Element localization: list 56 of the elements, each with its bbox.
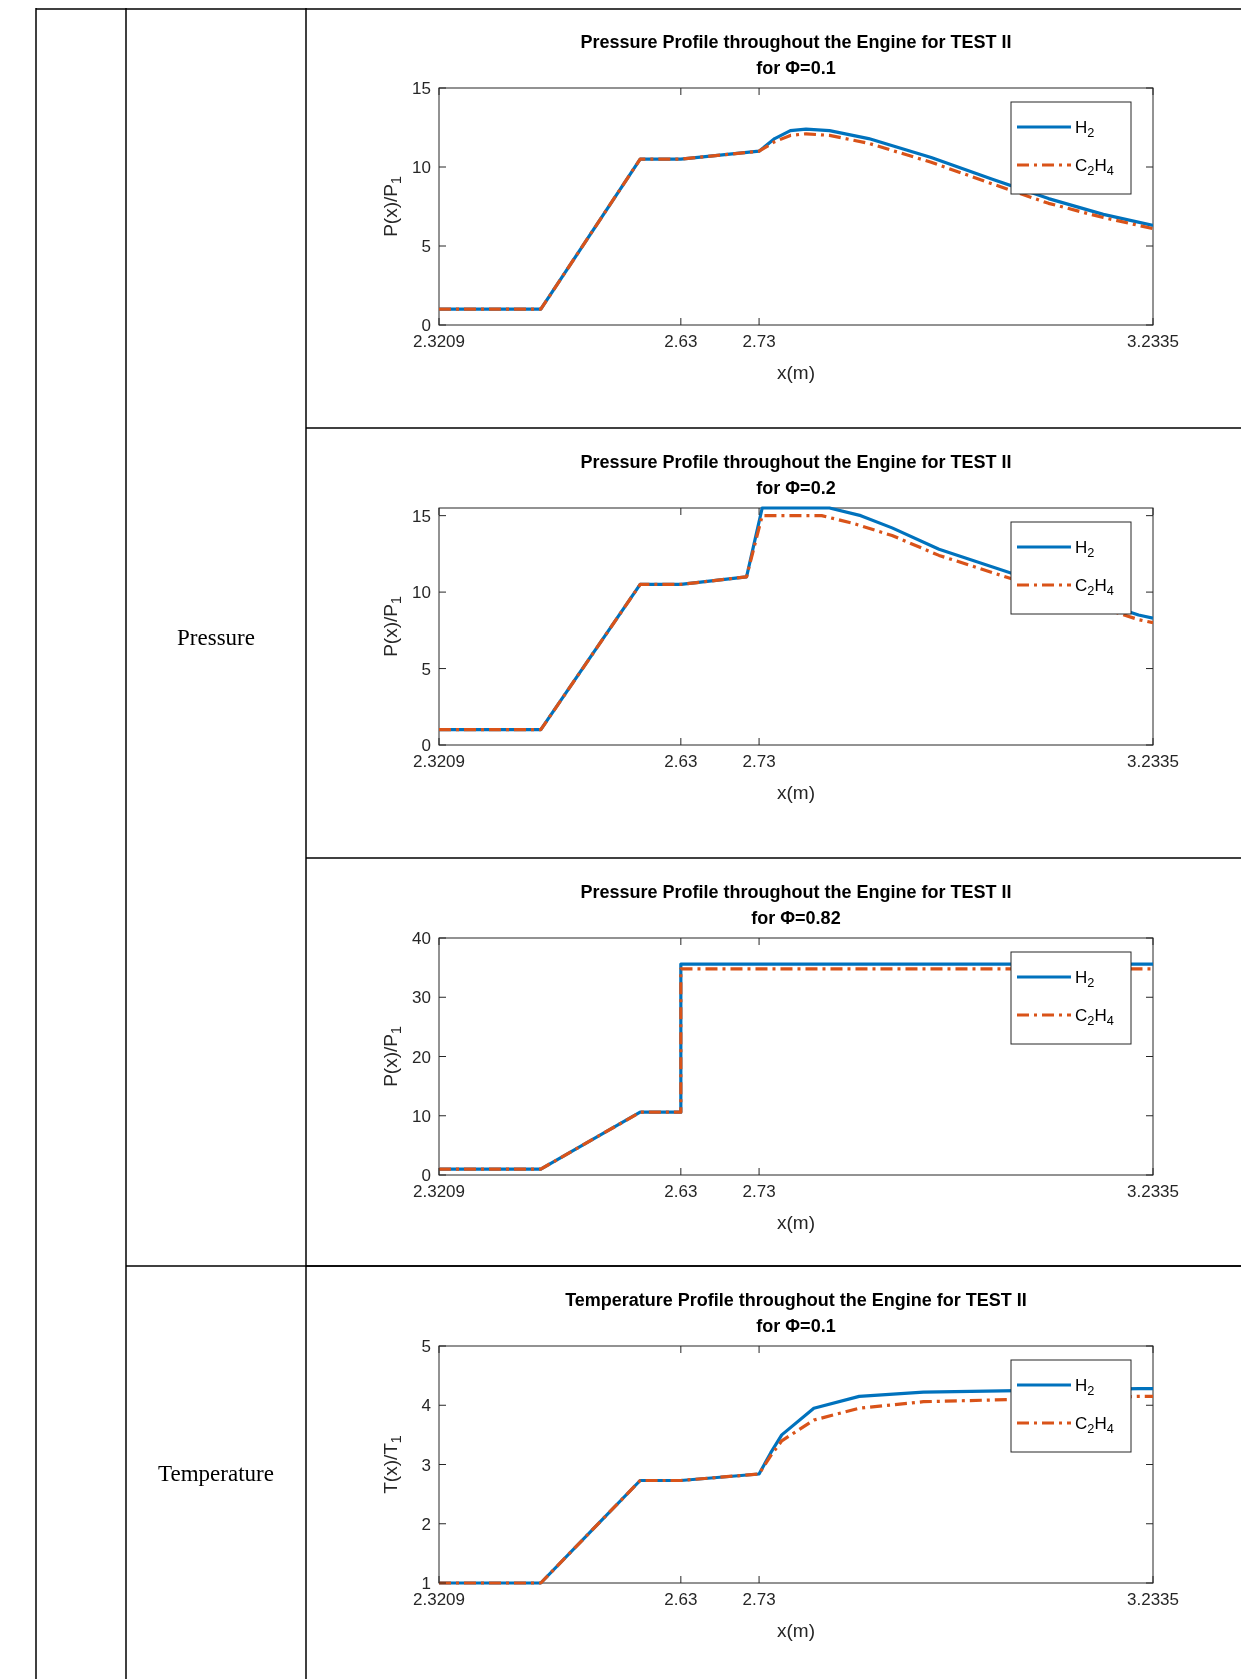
legend-label: H$_{2}$ xyxy=(1075,118,1095,140)
legend-label: C$_{2}$H$_{4}$ xyxy=(1075,1414,1114,1436)
y-tick-label: 5 xyxy=(421,237,431,256)
y-tick-label: 15 xyxy=(412,506,431,526)
chart-title: Pressure Profile throughout the Engine for TEST II xyxy=(580,882,1012,902)
y-tick-label: 30 xyxy=(412,988,431,1008)
y-tick-label: 3 xyxy=(421,1455,431,1475)
x-tick-label: 2.3209 xyxy=(413,332,465,351)
chart-subtitle: for Φ=0.1 xyxy=(756,1316,836,1336)
x-axis-title: x(m) xyxy=(777,782,815,803)
x-tick-label: 2.63 xyxy=(664,1182,698,1201)
x-tick-label: 3.2335 xyxy=(1127,332,1179,351)
legend-label: H$_{2}$ xyxy=(1075,1376,1095,1398)
y-tick-label: 1 xyxy=(421,1574,431,1593)
y-tick-label: 15 xyxy=(412,79,431,98)
y-tick-label: 0 xyxy=(421,736,431,755)
y-tick-label: 0 xyxy=(421,1166,431,1185)
x-tick-label: 3.2335 xyxy=(1127,1590,1179,1609)
y-tick-label: 40 xyxy=(412,929,431,948)
y-tick-label: 4 xyxy=(421,1396,431,1416)
x-tick-label: 3.2335 xyxy=(1127,1182,1179,1201)
y-tick-label: 10 xyxy=(412,158,431,177)
y-tick-label: 5 xyxy=(421,1337,431,1356)
x-tick-label: 2.73 xyxy=(742,332,776,351)
legend-label: H$_{2}$ xyxy=(1075,968,1095,990)
x-tick-label: 2.63 xyxy=(664,1590,698,1609)
chart-subtitle: for Φ=0.82 xyxy=(751,908,841,928)
x-tick-label: 2.3209 xyxy=(413,752,465,771)
text: Pressure xyxy=(177,625,255,650)
x-tick-label: 2.73 xyxy=(742,752,776,771)
x-tick-label: 2.73 xyxy=(742,1182,776,1201)
y-tick-label: 20 xyxy=(412,1047,431,1067)
chart-subtitle: for Φ=0.2 xyxy=(756,478,836,498)
y-tick-label: 5 xyxy=(421,659,431,679)
x-axis-title: x(m) xyxy=(777,1620,815,1641)
text: Temperature xyxy=(158,1460,274,1486)
chart-subtitle: for Φ=0.1 xyxy=(756,58,836,78)
x-tick-label: 2.3209 xyxy=(413,1182,465,1201)
x-tick-label: 2.73 xyxy=(742,1590,776,1609)
chart-title: Pressure Profile throughout the Engine for TEST II xyxy=(580,32,1012,52)
x-tick-label: 3.2335 xyxy=(1127,752,1179,771)
legend-label: H$_{2}$ xyxy=(1075,538,1095,560)
y-tick-label: 10 xyxy=(412,583,431,603)
x-axis-title: x(m) xyxy=(777,362,815,383)
x-axis-title: x(m) xyxy=(777,1212,815,1233)
legend-label: C$_{2}$H$_{4}$ xyxy=(1075,576,1114,598)
x-tick-label: 2.63 xyxy=(664,752,698,771)
legend-label: C$_{2}$H$_{4}$ xyxy=(1075,156,1114,178)
x-tick-label: 2.3209 xyxy=(413,1590,465,1609)
y-tick-label: 0 xyxy=(421,316,431,335)
y-tick-label: 10 xyxy=(412,1106,431,1126)
y-tick-label: 2 xyxy=(421,1514,431,1534)
chart-title: Pressure Profile throughout the Engine for TEST II xyxy=(580,452,1012,472)
x-tick-label: 2.63 xyxy=(664,332,698,351)
chart-title: Temperature Profile throughout the Engine for TEST II xyxy=(565,1290,1027,1310)
legend-label: C$_{2}$H$_{4}$ xyxy=(1075,1006,1114,1028)
